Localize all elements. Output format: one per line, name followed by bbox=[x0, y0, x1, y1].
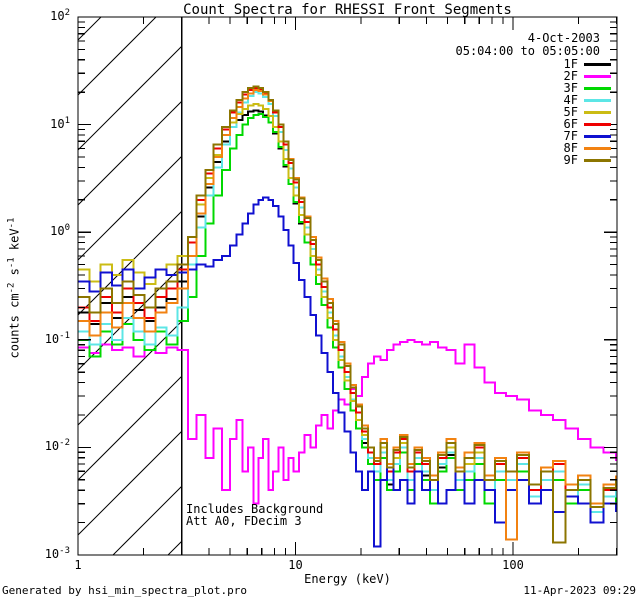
y-axis-title: counts cm-2 s-1 keV-1 bbox=[6, 217, 22, 359]
legend-label: 5F bbox=[563, 105, 578, 119]
render-timestamp: 11-Apr-2023 09:29 bbox=[523, 584, 636, 597]
spectra-curves bbox=[78, 85, 617, 548]
legend-label: 7F bbox=[563, 129, 578, 143]
y-tick-label: 10-2 bbox=[44, 438, 70, 454]
detector-legend: 1F 2F 3F 4F 5F 6F 7F 8F 9F bbox=[538, 58, 611, 166]
legend-label: 8F bbox=[563, 141, 578, 155]
legend-label: 6F bbox=[563, 117, 578, 131]
spectrum-curve-9F bbox=[78, 85, 617, 544]
y-tick-label: 100 bbox=[50, 223, 70, 239]
chart-title: Count Spectra for RHESSI Front Segments bbox=[183, 2, 512, 18]
y-tick-label: 102 bbox=[50, 8, 70, 23]
spectrum-curve-5F bbox=[78, 103, 617, 505]
legend-row-3F: 3F bbox=[538, 82, 611, 94]
legend-color-swatch bbox=[584, 146, 611, 150]
attenuator-state-note: Att A0, FDecim 3 bbox=[186, 514, 302, 528]
legend-row-6F: 6F bbox=[538, 118, 611, 130]
legend-color-swatch bbox=[584, 74, 611, 78]
spectrum-curve-2F bbox=[78, 338, 617, 505]
spectrum-curve-4F bbox=[78, 91, 617, 514]
y-tick-label: 10-1 bbox=[44, 330, 70, 346]
spectrum-curve-6F bbox=[78, 86, 617, 508]
legend-row-8F: 8F bbox=[538, 142, 611, 154]
x-tick-label: 1 bbox=[74, 558, 82, 572]
x-axis-title: Energy (keV) bbox=[304, 572, 391, 586]
legend-row-7F: 7F bbox=[538, 130, 611, 142]
includes-background-note: Includes Background bbox=[186, 502, 324, 516]
legend-color-swatch bbox=[584, 62, 611, 66]
legend-color-swatch bbox=[584, 122, 611, 126]
legend-label: 1F bbox=[563, 57, 578, 71]
y-tick-label: 101 bbox=[50, 115, 70, 131]
axis-ticks bbox=[77, 16, 618, 556]
spectrum-curve-7F bbox=[78, 196, 617, 548]
legend-label: 2F bbox=[563, 69, 578, 83]
legend-label: 3F bbox=[563, 81, 578, 95]
legend-color-swatch bbox=[584, 98, 611, 102]
legend-row-5F: 5F bbox=[538, 106, 611, 118]
x-tick-label: 10 bbox=[288, 558, 303, 572]
legend-color-swatch bbox=[584, 86, 611, 90]
legend-row-4F: 4F bbox=[538, 94, 611, 106]
generated-by-text: Generated by hsi_min_spectra_plot.pro bbox=[2, 584, 248, 597]
legend-color-swatch bbox=[584, 158, 611, 162]
x-tick-label: 100 bbox=[502, 558, 524, 572]
legend-color-swatch bbox=[584, 134, 611, 138]
spectrum-curve-3F bbox=[78, 113, 617, 524]
legend-color-swatch bbox=[584, 110, 611, 114]
legend-label: 9F bbox=[563, 153, 578, 167]
y-tick-label: 10-3 bbox=[44, 546, 70, 561]
spectrum-curve-8F bbox=[78, 88, 617, 541]
observation-time-range: 05:04:00 to 05:05:00 bbox=[455, 44, 601, 58]
legend-row-1F: 1F bbox=[538, 58, 611, 70]
legend-row-2F: 2F bbox=[538, 70, 611, 82]
legend-label: 4F bbox=[563, 93, 578, 107]
plot-border bbox=[77, 16, 618, 556]
observation-date: 4-Oct-2003 bbox=[527, 31, 600, 45]
legend-row-9F: 9F bbox=[538, 154, 611, 166]
